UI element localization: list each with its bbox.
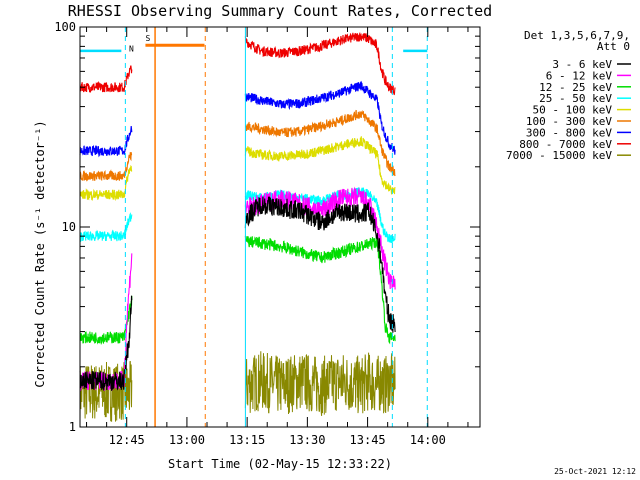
series-line-100-300-kev-part-1 [79, 152, 133, 182]
y-tick-label: 1 [69, 420, 76, 434]
legend-label-7000-15000-kev: 7000 - 15000 keV [506, 149, 612, 162]
x-tick-label: 13:30 [289, 433, 325, 447]
x-tick-label: 13:00 [169, 433, 205, 447]
legend-header-line-1: Det 1,3,5,6,7,9, [524, 29, 630, 42]
legend-label-25-50-kev: 25 - 50 keV [539, 92, 612, 105]
series-line-12-25-kev-part-2 [244, 235, 396, 345]
legend-label-50-100-kev: 50 - 100 keV [533, 104, 613, 117]
series-line-50-100-kev-part-1 [79, 164, 133, 202]
saa-flag-label: S [145, 34, 150, 43]
x-axis-label: Start Time (02-May-15 12:33:22) [168, 457, 392, 471]
series-line-300-800-kev-part-2 [244, 80, 396, 155]
series-line-7000-15000-kev-part-2 [244, 351, 396, 416]
legend-label-800-7000-kev: 800 - 7000 keV [519, 138, 612, 151]
chart-title: RHESSI Observing Summary Count Rates, Co… [68, 2, 492, 20]
series-line-3-6-kev-part-1 [79, 295, 133, 391]
legend-label-6-12-kev: 6 - 12 keV [546, 69, 613, 82]
legend-label-12-25-kev: 12 - 25 keV [539, 81, 612, 94]
series-line-12-25-kev-part-1 [79, 295, 133, 346]
x-tick-label: 13:15 [229, 433, 265, 447]
axes: 12:45 13:00 13:15 13:30 13:45 14:00 1 10 100 [54, 20, 480, 447]
series-line-7000-15000-kev-part-1 [79, 360, 133, 422]
x-tick-label: 12:45 [109, 433, 145, 447]
night-flag-label: N [129, 44, 134, 53]
plot-area: NS [79, 27, 428, 427]
series-line-800-7000-kev-part-1 [79, 65, 133, 93]
series-line-25-50-kev-part-1 [79, 212, 133, 243]
series-line-100-300-kev-part-2 [244, 109, 396, 177]
legend-label-300-800-kev: 300 - 800 keV [526, 126, 612, 139]
series-line-3-6-kev-part-2 [244, 196, 396, 333]
y-axis-label: Corrected Count Rate (s⁻¹ detector⁻¹) [33, 120, 47, 387]
legend-header-line-2: Att 0 [597, 40, 630, 53]
x-tick-label: 14:00 [410, 433, 446, 447]
generation-timestamp: 25-Oct-2021 12:12 [554, 467, 636, 476]
series-line-800-7000-kev-part-2 [244, 32, 396, 96]
y-tick-label: 10 [62, 220, 76, 234]
series-line-300-800-kev-part-1 [79, 125, 133, 158]
y-tick-label: 100 [54, 20, 76, 34]
x-tick-label: 13:45 [350, 433, 386, 447]
legend-label-100-300-kev: 100 - 300 keV [526, 115, 612, 128]
series-line-50-100-kev-part-2 [244, 136, 396, 195]
legend-label-3-6-kev: 3 - 6 keV [552, 58, 612, 71]
